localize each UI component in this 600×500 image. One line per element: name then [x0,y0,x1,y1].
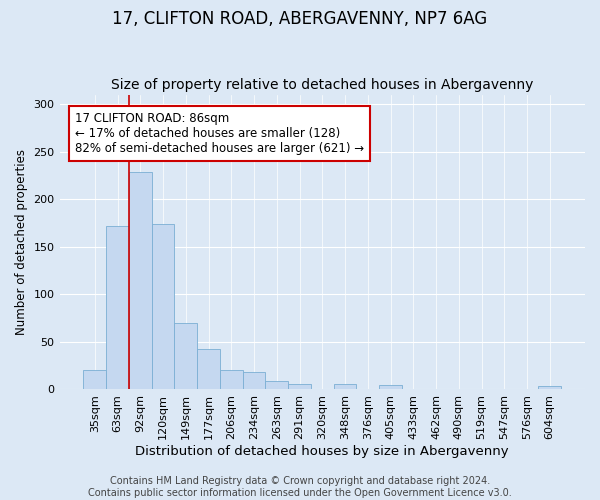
Bar [129,172,152,389]
Bar [265,382,288,389]
Bar [288,384,311,389]
Bar [379,386,402,389]
Bar [152,224,175,389]
Bar [106,226,129,389]
Bar [197,349,220,389]
Text: 17, CLIFTON ROAD, ABERGAVENNY, NP7 6AG: 17, CLIFTON ROAD, ABERGAVENNY, NP7 6AG [112,10,488,28]
Bar [538,386,561,389]
Bar [242,372,265,389]
Text: 17 CLIFTON ROAD: 86sqm
← 17% of detached houses are smaller (128)
82% of semi-de: 17 CLIFTON ROAD: 86sqm ← 17% of detached… [76,112,364,155]
Text: Contains HM Land Registry data © Crown copyright and database right 2024.
Contai: Contains HM Land Registry data © Crown c… [88,476,512,498]
Bar [220,370,242,389]
Bar [334,384,356,389]
X-axis label: Distribution of detached houses by size in Abergavenny: Distribution of detached houses by size … [136,444,509,458]
Bar [175,322,197,389]
Y-axis label: Number of detached properties: Number of detached properties [15,149,28,335]
Title: Size of property relative to detached houses in Abergavenny: Size of property relative to detached ho… [111,78,533,92]
Bar [83,370,106,389]
